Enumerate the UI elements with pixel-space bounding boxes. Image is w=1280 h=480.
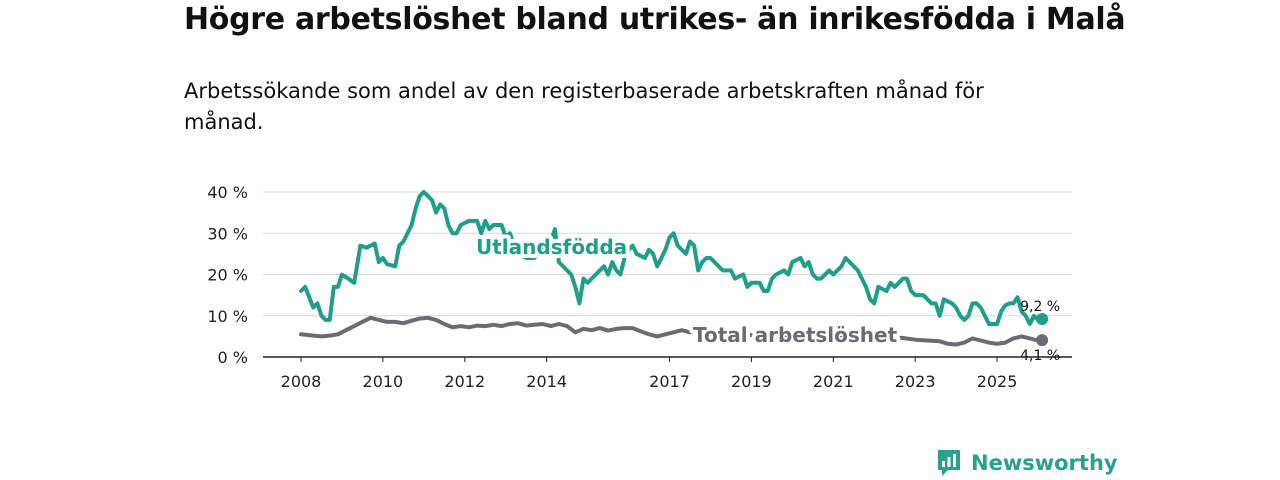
y-tick-label: 30 %: [207, 224, 248, 243]
series-line-total-arbetsloshet: [299, 315, 1045, 347]
chart-subtitle: Arbetssökande som andel av den registerb…: [184, 79, 984, 134]
brand-name: Newsworthy: [971, 451, 1118, 475]
x-tick-label: 2008: [281, 372, 322, 391]
gridlines: [263, 191, 1072, 358]
series-label-utlandsfodda: Utlandsfödda: [476, 235, 627, 259]
x-tick-label: 2025: [977, 372, 1018, 391]
series-line-utlandsfodda: [299, 190, 1045, 326]
newsworthy-logo-icon: [938, 450, 960, 476]
y-tick-label: 0 %: [218, 348, 248, 367]
x-tick-label: 2010: [363, 372, 404, 391]
x-tick-label: 2012: [444, 372, 485, 391]
y-tick-label: 40 %: [207, 183, 248, 202]
series-lines: [299, 190, 1049, 347]
x-tick-label: 2014: [526, 372, 567, 391]
x-tick-label: 2017: [649, 372, 690, 391]
end-value-utlandsfodda: 9,2 %: [1020, 299, 1060, 315]
end-point-utlandsfodda: [1036, 313, 1049, 326]
x-tick-label: 2023: [895, 372, 936, 391]
end-value-total-arbetsloshet: 4,1 %: [1020, 348, 1060, 364]
x-tick-label: 2019: [731, 372, 772, 391]
chart-title: Högre arbetslöshet bland utrikes- än inr…: [184, 2, 1126, 37]
y-axis-ticks: 0 % 10 % 20 % 30 % 40 %: [207, 183, 248, 367]
y-tick-label: 10 %: [207, 307, 248, 326]
series-label-total-arbetsloshet: Total arbetslöshet: [693, 323, 898, 347]
x-axis-ticks: 2008 2010 2012 2014 2017 2019 2021 2023 2025: [281, 357, 1018, 391]
x-tick-label: 2021: [813, 372, 854, 391]
y-tick-label: 20 %: [207, 266, 248, 285]
newsworthy-brand: Newsworthy: [936, 448, 1118, 478]
end-point-total-arbetsloshet: [1036, 334, 1049, 347]
series-labels: 9,2 % 4,1 % Utlandsfödda Total arbetslöshet: [472, 231, 1060, 364]
